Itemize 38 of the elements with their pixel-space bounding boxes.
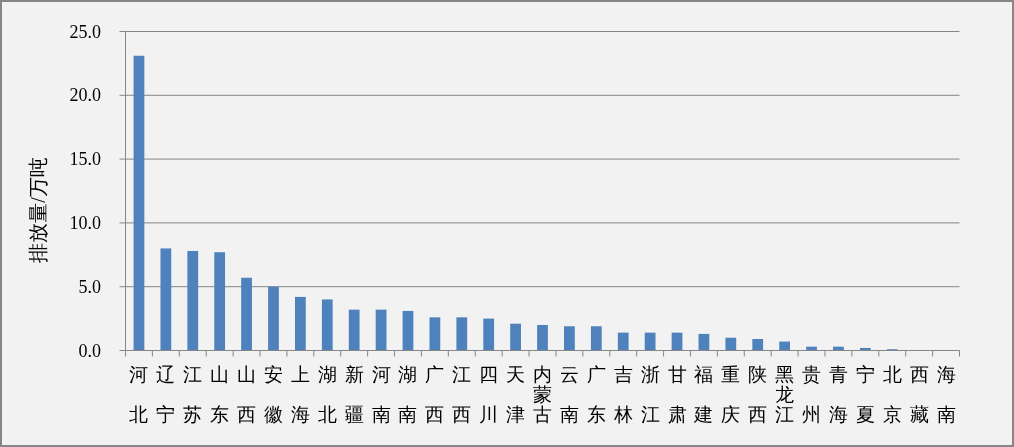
x-tick-label: 浙江 (640, 363, 660, 425)
x-tick-label: 陕西 (748, 363, 768, 425)
y-tick-label: 20.0 (69, 85, 101, 106)
x-tick-label: 内蒙古 (533, 363, 552, 425)
x-tick-label: 贵州 (802, 363, 822, 425)
x-tick-label: 吉林 (613, 363, 633, 425)
x-tick-label: 广西 (425, 363, 445, 425)
x-tick-label: 福建 (694, 363, 714, 425)
y-tick-label: 10.0 (69, 212, 101, 233)
y-tick-label: 25.0 (69, 21, 101, 42)
x-tick-label: 江苏 (183, 363, 203, 425)
x-tick-label: 辽宁 (156, 363, 176, 425)
x-tick-label: 江西 (452, 363, 472, 425)
x-tick-label: 甘肃 (667, 363, 687, 425)
x-tick-label: 天津 (506, 363, 526, 425)
y-tick-label: 5.0 (78, 276, 101, 297)
y-tick-label: 0.0 (78, 340, 101, 361)
x-tick-label: 湖南 (398, 363, 418, 425)
x-tick-label: 西藏 (909, 363, 929, 425)
x-tick-label: 青海 (828, 363, 848, 425)
x-tick-label: 黑龙江 (775, 363, 795, 425)
x-tick-label: 北京 (882, 363, 902, 425)
x-tick-label: 宁夏 (855, 363, 875, 425)
x-tick-label: 湖北 (317, 363, 337, 425)
x-tick-label: 河南 (371, 363, 391, 425)
x-tick-label: 重庆 (721, 363, 741, 425)
x-tick-label: 新疆 (344, 363, 364, 425)
x-tick-label: 海南 (936, 363, 956, 425)
y-tick-label: 15.0 (69, 149, 101, 170)
x-tick-label: 安徽 (263, 363, 283, 425)
x-tick-label: 广东 (586, 363, 606, 425)
x-tick-label: 河北 (129, 363, 149, 425)
y-axis-title: 排放量/万吨 (27, 157, 49, 263)
x-tick-label: 山东 (210, 363, 230, 425)
x-tick-label: 云南 (559, 363, 579, 425)
x-tick-label: 上海 (290, 363, 310, 425)
x-tick-label: 四川 (479, 363, 499, 425)
x-tick-label: 山西 (237, 363, 257, 425)
